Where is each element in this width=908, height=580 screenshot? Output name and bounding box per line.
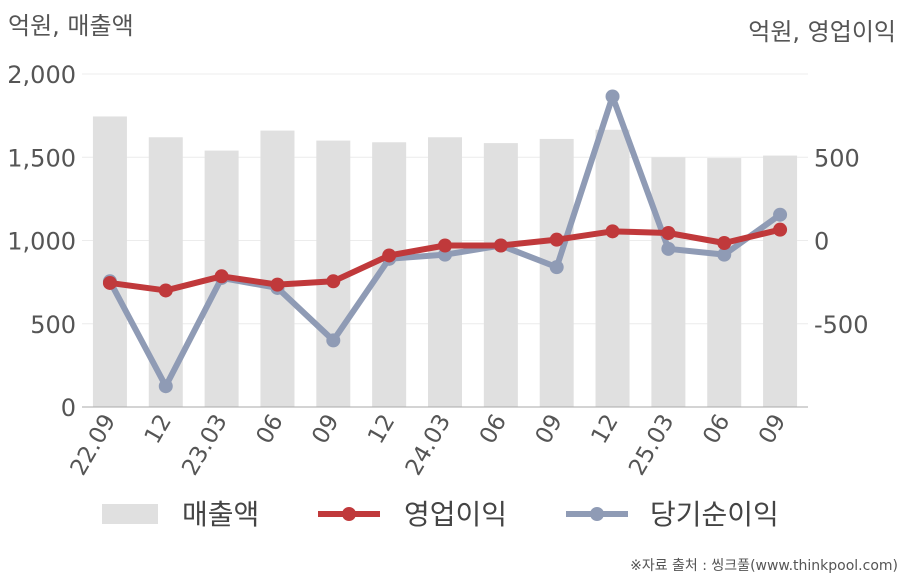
bar xyxy=(428,137,462,407)
source-note: ※자료 출처 : 씽크풀(www.thinkpool.com) xyxy=(630,558,898,574)
data-point xyxy=(717,247,732,262)
x-tick-label: 24.03 xyxy=(401,410,456,480)
legend-marker xyxy=(590,507,604,521)
data-point xyxy=(493,238,508,253)
data-point xyxy=(661,241,676,256)
data-point xyxy=(270,277,285,292)
right-tick-label: -500 xyxy=(814,311,868,339)
data-point xyxy=(326,333,341,348)
left-axis-ticks: 0 500 1,000 1,500 2,000 xyxy=(7,61,76,422)
data-point xyxy=(326,274,341,289)
right-axis-label: 억원, 영업이익 xyxy=(748,18,896,46)
legend-swatch xyxy=(102,504,158,524)
bar xyxy=(763,155,798,407)
right-tick-label: 0 xyxy=(814,228,829,256)
left-tick-label: 500 xyxy=(30,311,76,339)
data-point xyxy=(661,226,676,241)
x-tick-label: 12 xyxy=(140,410,177,448)
bar xyxy=(483,143,518,407)
x-tick-label: 09 xyxy=(531,410,568,448)
bar xyxy=(651,157,686,407)
data-point xyxy=(214,269,229,284)
data-point xyxy=(717,235,732,250)
data-point xyxy=(102,275,117,290)
bar xyxy=(707,158,742,407)
bar xyxy=(595,129,630,407)
legend-label: 매출액 xyxy=(182,498,259,531)
x-tick-label: 06 xyxy=(475,410,512,448)
x-tick-label: 12 xyxy=(587,410,624,448)
line-series xyxy=(102,89,788,394)
legend-marker xyxy=(342,507,356,521)
x-tick-label: 12 xyxy=(363,410,400,448)
data-point xyxy=(773,222,788,237)
data-point xyxy=(382,248,397,263)
data-point xyxy=(549,260,564,275)
right-axis-ticks: -500 0 500 xyxy=(814,144,868,339)
left-axis-label: 억원, 매출액 xyxy=(8,12,134,40)
x-tick-label: 09 xyxy=(307,410,344,448)
right-tick-label: 500 xyxy=(814,144,860,172)
data-point xyxy=(438,238,452,253)
x-axis-ticks: 22.09 12 23.03 06 09 12 24.03 06 09 12 25.03 06 09 xyxy=(66,410,792,480)
bar xyxy=(260,130,295,408)
data-point xyxy=(158,379,173,394)
left-tick-label: 1,500 xyxy=(7,144,76,172)
left-tick-label: 1,000 xyxy=(7,228,76,256)
x-tick-label: 06 xyxy=(252,410,289,448)
legend-label: 당기순이익 xyxy=(650,498,779,531)
left-tick-label: 2,000 xyxy=(7,61,76,89)
legend: 매출액 영업이익 당기순이익 xyxy=(102,498,779,531)
x-tick-label: 23.03 xyxy=(177,410,232,480)
data-point xyxy=(549,232,564,247)
data-point xyxy=(158,283,173,298)
bar xyxy=(92,116,127,408)
legend-label: 영업이익 xyxy=(404,498,507,531)
x-tick-label: 25.03 xyxy=(624,410,679,480)
x-tick-label: 06 xyxy=(698,410,735,448)
data-point xyxy=(773,207,788,222)
data-point xyxy=(605,224,620,239)
data-point xyxy=(605,89,620,104)
revenue-bars xyxy=(92,116,798,408)
x-tick-label: 09 xyxy=(754,410,791,448)
left-tick-label: 0 xyxy=(61,394,76,422)
